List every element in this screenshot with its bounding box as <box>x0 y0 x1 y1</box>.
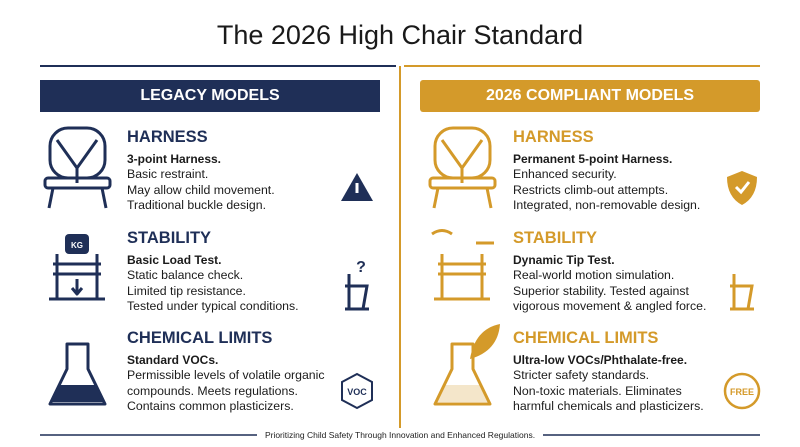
section-subheading: Dynamic Tip Test. <box>513 253 615 267</box>
weight <box>65 234 89 254</box>
section-line: compounds. Meets regulations. <box>127 383 298 398</box>
icon <box>49 254 105 301</box>
icon <box>440 139 484 183</box>
section-line: Tested under typical conditions. <box>127 299 299 313</box>
section-subheading: 3-point Harness. <box>127 152 222 166</box>
hex-icon <box>341 372 373 410</box>
section-subheading: Ultra-low VOCs/Phthalate-free. <box>513 353 688 367</box>
section-subheading: Permanent 5-point Harness. <box>513 152 673 166</box>
footer-text: Prioritizing Child Safety Through Innova… <box>256 430 544 440</box>
section-line: harmful chemicals and plasticizers. <box>513 399 704 413</box>
section-line: vigorous movement & angled force. <box>513 299 707 313</box>
icon <box>433 342 492 406</box>
warning-mark <box>355 183 359 193</box>
section-line: Restricts climb-out attempts. <box>513 182 669 197</box>
question-mark: ? <box>356 259 366 276</box>
icon <box>432 187 493 209</box>
chair-icon <box>345 274 369 311</box>
check <box>734 181 751 195</box>
footer: Prioritizing Child Safety Through Innova… <box>0 430 800 440</box>
icon <box>431 229 494 245</box>
chair-icon <box>730 274 754 311</box>
icon <box>428 176 497 190</box>
section-heading: CHEMICAL LIMITS <box>513 329 659 347</box>
leaf <box>470 324 500 359</box>
column-header: 2026 COMPLIANT MODELS <box>485 87 695 104</box>
section-heading: HARNESS <box>127 128 208 146</box>
section-line: Basic restraint. <box>127 167 209 181</box>
icon <box>48 342 107 406</box>
section-line: Contains common plasticizers. <box>127 399 294 413</box>
section-line: Superior stability. Tested against <box>513 283 689 298</box>
section-line: May allow child movement. <box>127 182 275 197</box>
weight-label: KG <box>71 241 83 250</box>
section-heading: CHEMICAL LIMITS <box>127 329 273 347</box>
icon <box>43 176 112 190</box>
section-line: Permissible levels of volatile organic <box>127 368 325 382</box>
circle-icon <box>723 372 761 410</box>
section-line: Static balance check. <box>127 268 244 282</box>
liquid <box>437 385 488 402</box>
section-subheading: Standard VOCs. <box>127 353 219 367</box>
shield-icon <box>727 171 757 205</box>
section-line: Limited tip resistance. <box>127 283 246 298</box>
icon <box>434 254 490 301</box>
section-line: Enhanced security. <box>513 167 617 181</box>
title: The 2026 High Chair Standard <box>216 20 584 50</box>
section-heading: STABILITY <box>513 229 598 247</box>
section-heading: HARNESS <box>513 128 594 146</box>
section-line: Real-world motion simulation. <box>513 268 675 282</box>
section-line: Stricter safety standards. <box>513 368 650 382</box>
icon <box>47 187 108 209</box>
section-subheading: Basic Load Test. <box>127 253 222 267</box>
side-icon-label: VOC <box>347 387 367 397</box>
column-header: LEGACY MODELS <box>140 87 280 104</box>
section-heading: STABILITY <box>127 229 212 247</box>
side-icon-label: FREE <box>730 387 754 397</box>
header-box <box>420 80 760 112</box>
icon <box>70 279 84 296</box>
header-box <box>40 80 380 112</box>
liquid <box>52 385 103 402</box>
icon <box>55 139 99 183</box>
section-line: Traditional buckle design. <box>127 198 266 212</box>
section-line: Integrated, non-removable design. <box>513 198 701 212</box>
section-line: Non-toxic materials. Eliminates <box>513 383 682 398</box>
